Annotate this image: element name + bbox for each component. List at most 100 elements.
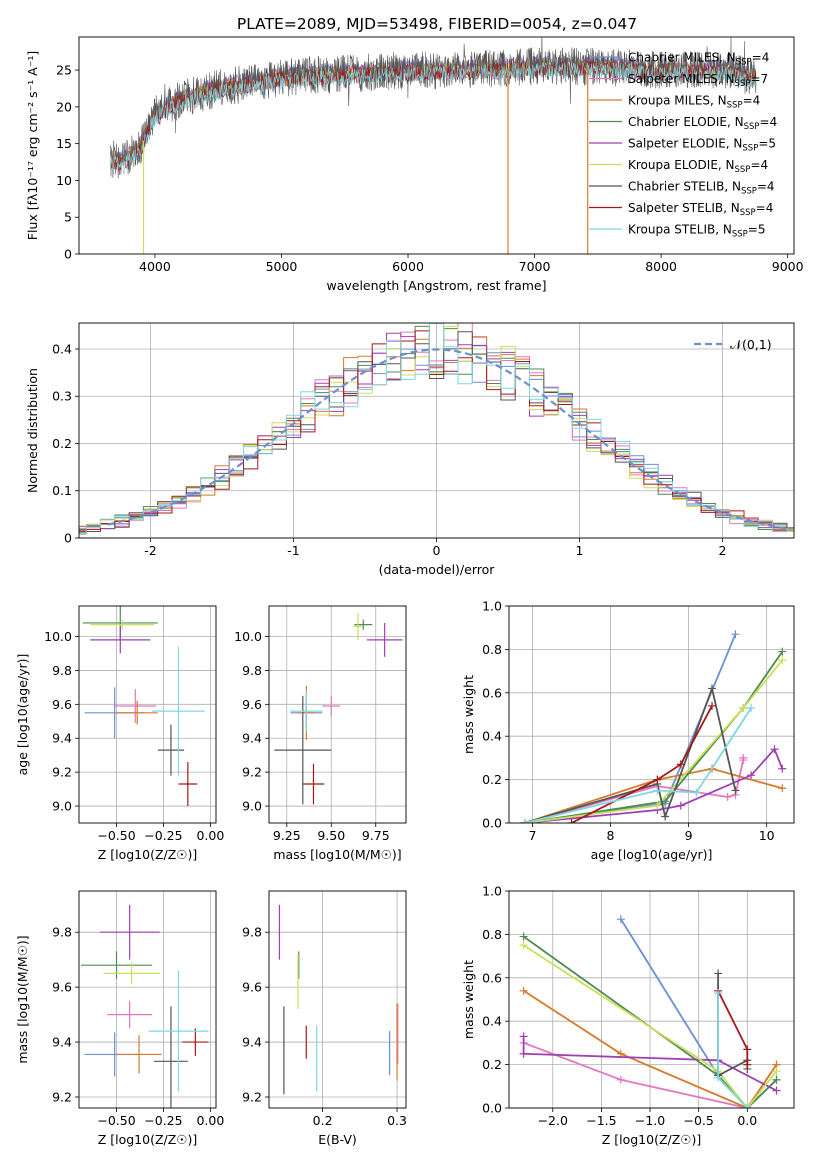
errorbar-point [182, 1028, 209, 1056]
y-tick-label: 0.4 [52, 341, 72, 356]
age_vs_Z-xlabel: Z [log10(Z/Z☉)] [98, 847, 198, 862]
mass_vs_EBV-plot-area [278, 904, 399, 1095]
x-tick-label: 9.25 [273, 828, 301, 843]
y-tick-label: 0.6 [482, 685, 502, 700]
x-tick-label: 5000 [266, 259, 298, 274]
y-tick-label: 9.4 [242, 731, 262, 746]
mass-weight-line [524, 767, 783, 823]
y-tick-label: 0.4 [482, 729, 502, 744]
age_vs_Z-panel: −0.50 −0.25 0.00 9.0 9.2 9.4 9.6 9.8 10.0 Z [log1… [15, 605, 224, 862]
errorbar-point [107, 1000, 153, 1029]
x-tick-label: −0.25 [144, 1113, 182, 1128]
y-tick-label: 0 [64, 247, 72, 262]
mass-weight-marker [616, 1075, 625, 1084]
mass-weight-marker [520, 819, 529, 823]
errorbar-point [274, 695, 332, 805]
mass-weight-line [523, 944, 778, 1108]
y-tick-label: 9.2 [242, 765, 262, 780]
mass_vs_EBV-frame [268, 890, 407, 1109]
mass-weight-line [524, 707, 752, 823]
massweight_vs_age-xlabel: age [log10(age/yr)] [591, 847, 713, 862]
mass-weight-marker [519, 1032, 528, 1041]
spectrum-series-line [110, 61, 757, 172]
x-tick-label: −1.5 [586, 1113, 616, 1128]
mass-weight-marker [567, 819, 576, 823]
errorbar-point [148, 970, 209, 1092]
x-tick-label: 8 [607, 828, 615, 843]
y-tick-label: 0.2 [482, 772, 502, 787]
residual-histogram [79, 323, 794, 533]
mass-weight-marker [714, 969, 723, 978]
mass_vs_EBV-xlabel: E(B-V) [318, 1132, 357, 1147]
mass-weight-series [714, 988, 752, 1108]
y-tick-label: 10 [56, 173, 72, 188]
spectrum-legend: Chabrier MILES, NSSP=4 Salpeter MILES, NS… [589, 51, 777, 240]
mass-weight-line [522, 1036, 777, 1092]
mass-weight-marker [653, 786, 662, 795]
x-tick-label: 10 [759, 828, 775, 843]
y-tick-label: 1.0 [482, 884, 502, 899]
mass-weight-marker [661, 797, 670, 806]
mass-weight-marker [708, 684, 717, 693]
mass-weight-marker [692, 788, 701, 797]
massweight_vs_Z-xlabel: Z [log10(Z/Z☉)] [602, 1132, 702, 1147]
mass-weight-line [717, 990, 749, 1065]
x-tick-label: 9000 [772, 259, 804, 274]
errorbar-point [154, 1006, 188, 1108]
age_vs_Z-ylabel: age [log10(age/yr)] [15, 654, 30, 776]
legend-entry: Kroupa ELODIE, NSSP=4 [628, 158, 768, 175]
mass-weight-marker [676, 760, 685, 769]
y-tick-label: 15 [56, 136, 72, 151]
legend-entry: Kroupa STELIB, NSSP=5 [628, 223, 766, 240]
massweight_vs_age-plot-area [520, 630, 787, 823]
legend-entry: Chabrier MILES, NSSP=4 [628, 51, 769, 68]
mass-weight-series [520, 684, 740, 823]
residuals-panel: -2 -1 0 1 2 0 0.1 0.2 0.3 0.4 (data-model)/error No… [25, 322, 795, 577]
errorbar-point [116, 1035, 162, 1074]
age_vs_mass-frame [268, 605, 407, 824]
mass-weight-line [524, 747, 784, 823]
residuals-ylabel: Normed distribution [25, 368, 40, 493]
y-tick-label: 25 [56, 63, 72, 78]
errorbar-point [354, 619, 373, 630]
y-tick-label: 9.4 [52, 1035, 72, 1050]
mass-weight-marker [676, 801, 685, 810]
mass-weight-marker [778, 764, 787, 773]
mass_vs_Z-xlabel: Z [log10(Z/Z☉)] [98, 1132, 198, 1147]
age_vs_mass-panel: 9.25 9.50 9.75 9.0 9.2 9.4 9.6 9.8 10.0 mass [log… [234, 605, 407, 862]
mass-weight-marker [778, 647, 787, 656]
x-tick-label: 0.2 [313, 1113, 333, 1128]
massweight_vs_Z-frame [508, 890, 795, 1109]
mass_vs_Z-panel: −0.50 −0.25 0.00 9.2 9.4 9.6 9.8 Z [log10(Z/Z☉)… [15, 890, 224, 1147]
y-tick-label: 0.1 [52, 483, 72, 498]
mass-weight-series [714, 986, 752, 1069]
x-tick-label: −0.50 [97, 828, 135, 843]
y-tick-label: 9.2 [52, 1090, 72, 1105]
mass-weight-marker [519, 986, 528, 995]
mass-weight-series [520, 703, 756, 823]
errorbar-point [178, 761, 198, 807]
mass-weight-marker [739, 703, 748, 712]
y-tick-label: 0.0 [482, 816, 502, 831]
residual-histogram [79, 330, 794, 532]
age_vs_Z-frame [78, 605, 217, 824]
x-tick-label: 7000 [519, 259, 551, 274]
mass_vs_Z-frame [78, 890, 217, 1109]
y-tick-label: 0.3 [52, 389, 72, 404]
spectrum-xlabel: wavelength [Angstrom, rest frame] [326, 278, 546, 293]
x-tick-label: −0.5 [683, 1113, 713, 1128]
mass-weight-marker [616, 915, 625, 924]
y-tick-label: 9.0 [242, 799, 262, 814]
y-tick-label: 0.4 [482, 1014, 502, 1029]
y-tick-label: 9.6 [242, 697, 262, 712]
mass-weight-marker [661, 812, 670, 821]
age_vs_mass-xlabel: mass [log10(M/M☉)] [273, 847, 401, 862]
x-tick-label: 9 [685, 828, 693, 843]
legend-entry: Salpeter STELIB, NSSP=4 [628, 201, 773, 218]
mass-weight-marker [747, 703, 756, 712]
x-tick-label: 0.3 [387, 1113, 407, 1128]
y-tick-label: 10.0 [234, 629, 262, 644]
y-tick-label: 9.8 [52, 925, 72, 940]
x-tick-label: 4000 [139, 259, 171, 274]
mass-weight-series [714, 969, 752, 1080]
